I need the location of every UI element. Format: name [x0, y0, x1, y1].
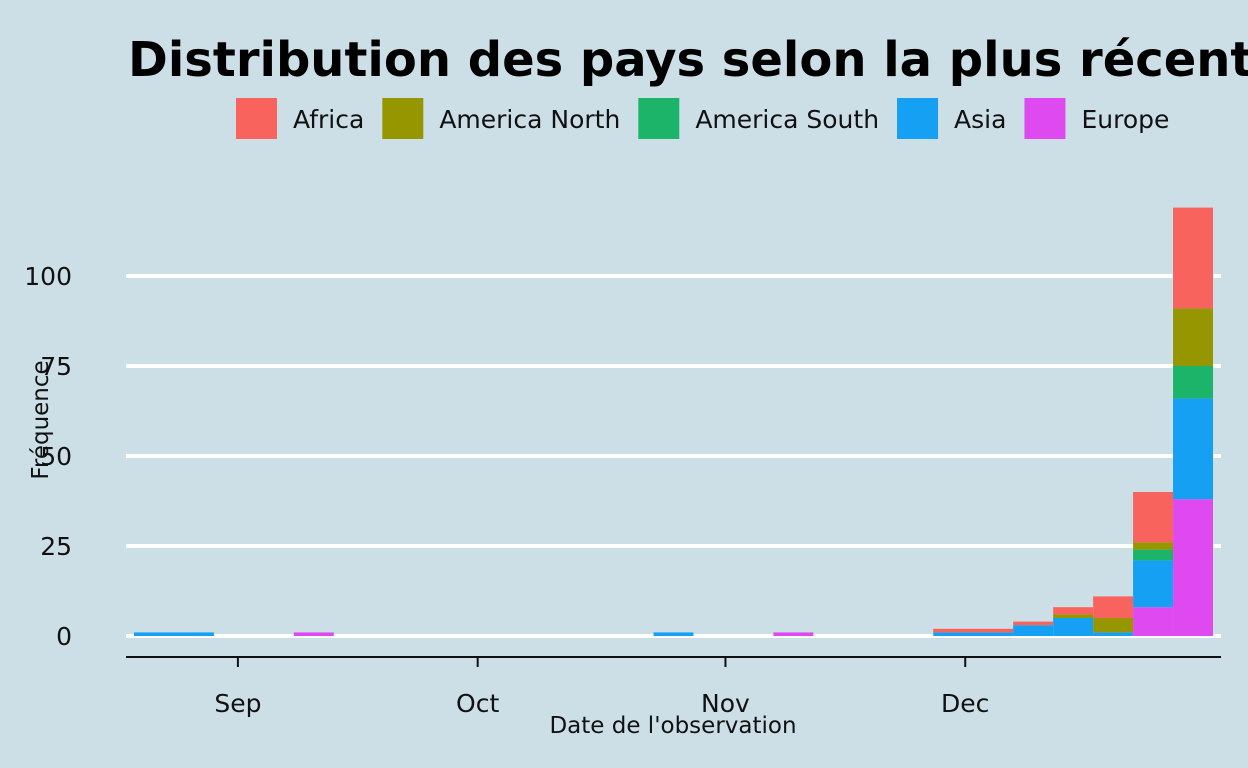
axes: 0 25 50 75 100 Sep Oct Nov Dec — [24, 262, 1221, 718]
bar-segment-asia — [653, 632, 694, 636]
bar-segment-america-north — [1173, 308, 1214, 366]
bar-segment-asia — [933, 632, 1014, 636]
gridlines — [126, 274, 1221, 638]
bar-segment-asia — [1053, 618, 1094, 636]
bar-segment-america-north — [1053, 614, 1094, 618]
bar-segment-europe — [773, 632, 814, 636]
bar-segment-asia — [133, 632, 214, 636]
chart-title: Distribution des pays selon la plus réce… — [128, 32, 1248, 88]
x-tick-label: Nov — [701, 689, 750, 718]
bar-segment-america-north — [1133, 542, 1174, 550]
y-tick-label: 100 — [24, 262, 72, 291]
bar-segment-europe — [1133, 607, 1174, 636]
bar-segment-asia — [1133, 560, 1174, 608]
bar-segment-america-north — [1093, 618, 1134, 633]
bar-segment-america-south — [1173, 366, 1214, 399]
legend-label: America South — [695, 105, 879, 134]
bar-segment-europe — [293, 632, 334, 636]
x-tick-label: Dec — [941, 689, 989, 718]
bar-segment-asia — [1173, 398, 1214, 500]
legend-label: Africa — [293, 105, 364, 134]
legend-swatch-asia — [897, 98, 939, 139]
x-tick-label: Sep — [214, 689, 261, 718]
x-axis-title: Date de l'observation — [549, 713, 796, 739]
legend-label: Europe — [1081, 105, 1169, 134]
legend-label: Asia — [954, 105, 1006, 134]
bar-segment-america-south — [1133, 549, 1174, 561]
legend-swatch-europe — [1024, 98, 1066, 139]
y-tick-label: 25 — [40, 532, 72, 561]
bar-segment-asia — [1013, 625, 1054, 636]
bar-segment-africa — [1053, 607, 1094, 615]
y-tick-label: 50 — [40, 442, 72, 471]
legend-swatch-africa — [236, 98, 277, 139]
bar-segment-africa — [1173, 207, 1214, 309]
legend: Africa America North America South Asia Euro… — [236, 98, 1169, 139]
y-axis-title: Fréquence — [28, 360, 54, 479]
legend-swatch-america-north — [382, 98, 424, 139]
bars — [133, 207, 1214, 636]
legend-swatch-america-south — [638, 98, 680, 139]
legend-label: America North — [439, 105, 620, 134]
bar-segment-africa — [1013, 621, 1054, 626]
bar-segment-africa — [933, 628, 1014, 633]
y-tick-label: 0 — [56, 622, 72, 651]
bar-segment-asia — [1093, 632, 1134, 636]
bar-segment-europe — [1173, 499, 1214, 636]
y-tick-label: 75 — [40, 352, 72, 381]
bar-segment-africa — [1093, 596, 1134, 618]
x-tick-label: Oct — [456, 689, 499, 718]
bar-segment-africa — [1133, 492, 1174, 543]
